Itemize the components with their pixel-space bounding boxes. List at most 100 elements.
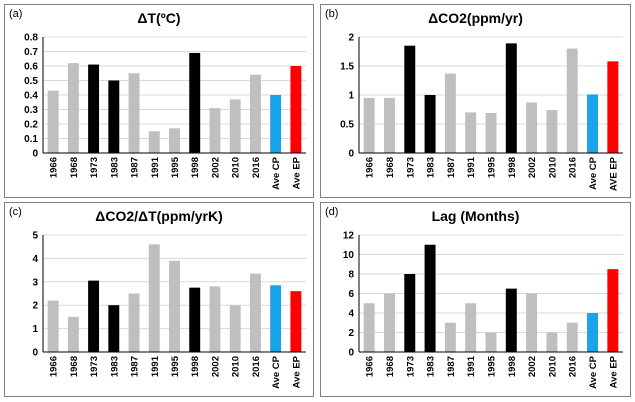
x-tick-label: 1973 <box>89 157 100 178</box>
bar <box>404 45 416 154</box>
bar <box>526 102 538 153</box>
chart-title: Lag (Months) <box>431 208 520 224</box>
bar <box>505 43 517 153</box>
x-tick-label: Ave CP <box>271 156 282 190</box>
x-tick-label: 1983 <box>109 356 120 377</box>
bar <box>209 108 221 153</box>
x-tick-label: 2002 <box>210 356 221 377</box>
chart-title: ΔCO2/ΔT(ppm/yrK) <box>95 208 223 224</box>
panel-label: (c) <box>9 206 22 218</box>
bar <box>88 64 100 153</box>
x-tick-label: 1995 <box>170 156 181 178</box>
y-tick-label: 4 <box>32 254 38 265</box>
bar <box>249 273 261 352</box>
x-tick-label: Ave CP <box>588 156 599 190</box>
x-tick-label: 2010 <box>231 356 242 377</box>
y-tick-label: 0.2 <box>24 120 38 131</box>
bar <box>546 110 558 153</box>
x-tick-label: 2002 <box>210 157 221 178</box>
bar <box>587 313 599 352</box>
bar <box>169 128 180 153</box>
x-tick-label: 1968 <box>385 356 396 377</box>
y-tick-label: 0.8 <box>24 33 38 44</box>
bar <box>108 80 120 153</box>
y-tick-label: 12 <box>343 231 355 242</box>
bar <box>270 95 282 153</box>
y-tick-label: 0 <box>348 348 354 359</box>
x-tick-label: 1966 <box>365 157 376 178</box>
bar <box>526 293 538 352</box>
panel-label: (d) <box>325 206 339 218</box>
bar <box>404 274 416 352</box>
y-tick-label: 0.1 <box>24 134 38 145</box>
bar <box>566 48 578 153</box>
panel-label: (b) <box>325 8 339 20</box>
bar <box>290 291 302 352</box>
bar <box>444 73 456 153</box>
y-tick-label: 1 <box>32 324 38 335</box>
x-tick-label: 1968 <box>385 157 396 178</box>
x-tick-label: 1991 <box>466 355 477 377</box>
bar <box>587 94 599 153</box>
x-tick-label: Ave EP <box>291 355 302 388</box>
x-tick-label: 2010 <box>547 356 558 377</box>
bar <box>424 244 436 352</box>
chart-title: ΔCO2(ppm/yr) <box>428 10 523 26</box>
x-tick-label: 1998 <box>190 157 201 178</box>
bar <box>169 260 180 352</box>
bar <box>189 52 201 154</box>
bar <box>249 74 261 153</box>
bar <box>607 269 619 352</box>
x-tick-label: 1966 <box>49 356 60 377</box>
x-tick-label: 1968 <box>69 356 80 377</box>
bar <box>546 332 558 352</box>
bar <box>383 293 395 352</box>
x-tick-label: 1983 <box>426 157 437 178</box>
x-tick-label: 2016 <box>568 157 579 178</box>
x-tick-label: 1973 <box>405 356 416 377</box>
chart-panel-d: (d) Lag (Months) 0 2 4 6 8 10 12 1966 1968 1973 19… <box>320 202 631 397</box>
x-tick-label: 1973 <box>89 356 100 377</box>
x-tick-label: Ave CP <box>588 355 599 389</box>
bar <box>465 303 477 352</box>
x-tick-label: 1983 <box>426 356 437 377</box>
chart-plot: 0 1 2 3 4 5 1966 1968 1973 1983 1987 1991 1995 1998 20… <box>32 231 306 389</box>
y-tick-label: 6 <box>348 289 354 300</box>
x-tick-label: 1966 <box>49 157 60 178</box>
x-tick-label: 1991 <box>150 156 161 178</box>
x-tick-label: Ave EP <box>291 156 302 189</box>
chart-plot: 0 0.5 1 1.5 2 1966 1968 1973 1983 1987 1991 1995 199… <box>340 33 623 191</box>
x-tick-label: 1983 <box>109 157 120 178</box>
x-tick-label: 1987 <box>130 356 141 377</box>
bar <box>209 286 221 352</box>
x-tick-label: 1991 <box>150 355 161 377</box>
bar <box>465 112 477 153</box>
x-tick-label: 2010 <box>547 157 558 178</box>
x-tick-label: 1995 <box>487 156 498 178</box>
y-tick-label: 5 <box>32 231 38 242</box>
x-tick-label: 1968 <box>69 157 80 178</box>
bar <box>383 97 395 153</box>
x-tick-label: 2016 <box>251 157 262 178</box>
y-tick-label: 8 <box>348 270 354 281</box>
x-tick-label: 1998 <box>507 157 518 178</box>
y-tick-label: 0 <box>32 149 38 160</box>
bar <box>128 293 140 352</box>
bar <box>189 287 201 352</box>
y-tick-label: 2 <box>32 301 38 312</box>
y-tick-label: 0 <box>348 149 354 160</box>
bar <box>88 280 100 352</box>
bar <box>485 112 497 153</box>
x-tick-label: 1995 <box>170 355 181 377</box>
bar <box>607 61 619 153</box>
x-tick-label: AVE EP <box>608 156 619 191</box>
x-tick-label: 1991 <box>466 156 477 178</box>
bar <box>47 300 59 352</box>
y-tick-label: 1.5 <box>340 62 354 73</box>
x-tick-label: 1995 <box>487 355 498 377</box>
y-tick-label: 4 <box>348 309 354 320</box>
bar <box>229 305 241 352</box>
x-tick-label: 1973 <box>405 157 416 178</box>
bar <box>290 66 302 153</box>
x-tick-label: 1987 <box>130 157 141 178</box>
